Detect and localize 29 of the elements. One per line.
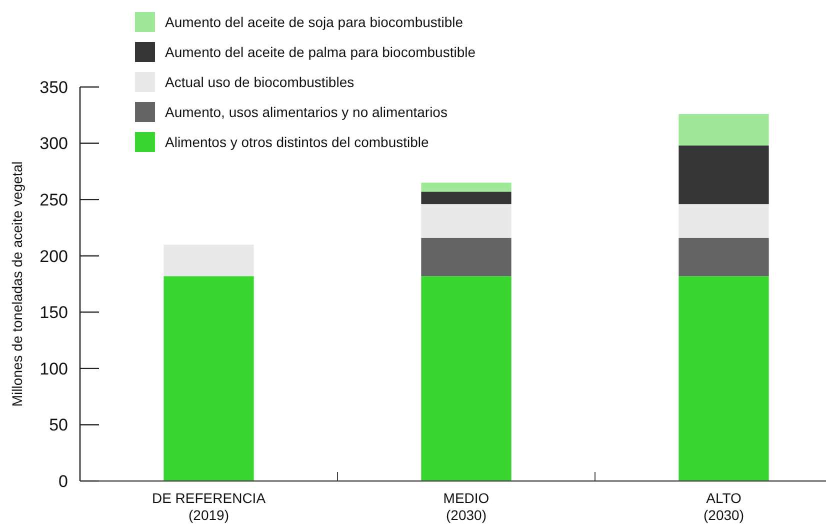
bar bbox=[421, 276, 512, 481]
y-tick-label: 150 bbox=[40, 303, 68, 322]
y-tick-label: 250 bbox=[40, 190, 68, 210]
bar bbox=[678, 276, 769, 481]
legend-label: Aumento del aceite de soja para biocombustible bbox=[165, 14, 464, 30]
legend-label: Aumento del aceite de palma para biocombustible bbox=[165, 44, 476, 60]
bar bbox=[164, 276, 254, 481]
x-tick-label: ALTO (2030) bbox=[704, 490, 744, 523]
bar bbox=[421, 238, 512, 276]
bar bbox=[678, 114, 769, 146]
y-tick-label: 200 bbox=[40, 246, 68, 266]
y-tick-label: 100 bbox=[40, 359, 68, 378]
bar bbox=[164, 244, 254, 276]
bar bbox=[678, 146, 769, 204]
y-axis-title: Millones de toneladas de aceite vegetal bbox=[9, 161, 25, 407]
bar bbox=[678, 238, 769, 276]
x-tick-label: DE REFERENCIA (2019) bbox=[152, 490, 266, 523]
y-tick-label: 50 bbox=[49, 416, 68, 435]
bar bbox=[421, 182, 512, 192]
x-tick-label: MEDIO (2030) bbox=[443, 490, 490, 523]
legend-label: Actual uso de biocombustibles bbox=[165, 74, 354, 90]
bar bbox=[421, 192, 512, 204]
legend-label: Aumento, usos alimentarios y no alimentarios bbox=[165, 104, 448, 120]
y-tick-label: 0 bbox=[58, 472, 68, 491]
bar bbox=[678, 204, 769, 238]
y-tick-label: 350 bbox=[40, 78, 68, 97]
legend-label: Alimentos y otros distintos del combustible bbox=[165, 134, 429, 150]
y-tick-label: 300 bbox=[40, 134, 68, 154]
bar bbox=[421, 204, 512, 238]
